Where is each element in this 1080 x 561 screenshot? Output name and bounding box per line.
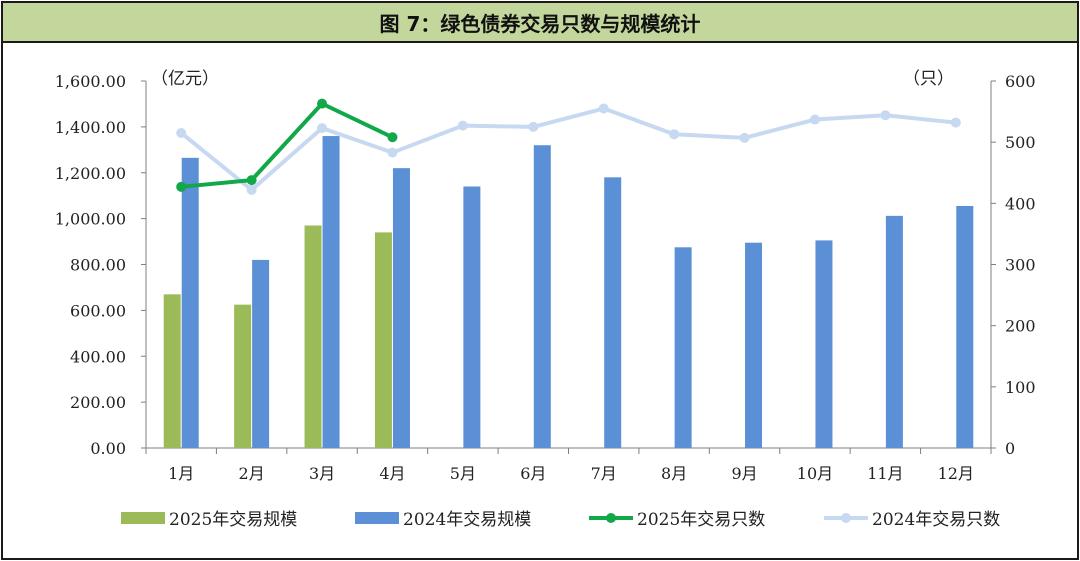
right-tick-label: 400 bbox=[1005, 194, 1036, 213]
right-tick-label: 300 bbox=[1005, 256, 1036, 275]
left-tick-label: 0.00 bbox=[90, 439, 126, 458]
point-2024-count bbox=[246, 184, 257, 195]
point-2024-count bbox=[739, 132, 750, 143]
x-tick-label: 12月 bbox=[938, 464, 974, 483]
point-2024-count bbox=[950, 117, 961, 128]
legend-label: 2025年交易只数 bbox=[637, 510, 765, 530]
left-tick-label: 800.00 bbox=[70, 256, 126, 275]
bar-2024-scale bbox=[815, 240, 833, 448]
point-2024-count bbox=[457, 120, 468, 131]
bar-2024-scale bbox=[181, 157, 199, 448]
point-2025-count bbox=[176, 181, 187, 192]
line-2025-count bbox=[181, 101, 394, 189]
point-2025-count bbox=[387, 132, 398, 143]
x-tick-label: 3月 bbox=[309, 464, 335, 483]
legend-marker bbox=[606, 513, 616, 523]
legend-label: 2025年交易规模 bbox=[169, 510, 297, 530]
x-tick-label: 10月 bbox=[797, 464, 833, 483]
bar-2025-scale bbox=[163, 294, 181, 448]
point-2024-count bbox=[669, 129, 680, 140]
x-tick-label: 4月 bbox=[379, 464, 405, 483]
legend-marker bbox=[841, 513, 851, 523]
left-tick-label: 1,200.00 bbox=[55, 164, 126, 183]
x-tick-label: 7月 bbox=[591, 464, 617, 483]
point-2024-count bbox=[809, 114, 820, 125]
chart-title: 图 7：绿色债券交易只数与规模统计 bbox=[3, 3, 1077, 43]
right-axis-unit: （只） bbox=[903, 69, 954, 89]
point-2024-count bbox=[880, 110, 891, 121]
left-tick-label: 200.00 bbox=[70, 393, 126, 412]
right-tick-label: 600 bbox=[1005, 72, 1036, 91]
left-axis-unit: （亿元） bbox=[151, 69, 219, 89]
point-2024-count bbox=[176, 127, 187, 138]
x-tick-label: 8月 bbox=[661, 464, 687, 483]
bar-2024-scale bbox=[674, 247, 692, 448]
bar-2024-scale bbox=[956, 206, 974, 448]
point-2024-count bbox=[528, 121, 539, 132]
legend-label: 2024年交易只数 bbox=[872, 510, 1000, 530]
left-tick-label: 600.00 bbox=[70, 301, 126, 320]
bar-2025-scale bbox=[374, 232, 392, 448]
bar-2024-scale bbox=[533, 145, 551, 448]
bar-2025-scale bbox=[304, 225, 322, 448]
point-2024-count bbox=[598, 103, 609, 114]
x-tick-label: 5月 bbox=[450, 464, 476, 483]
right-tick-label: 0 bbox=[1005, 439, 1015, 458]
left-tick-label: 1,000.00 bbox=[55, 210, 126, 229]
bar-2024-scale bbox=[463, 186, 481, 448]
line-2024-count bbox=[179, 106, 956, 192]
point-2025-count bbox=[317, 98, 328, 109]
chart-svg: 0.00 200.00 400.00 600.00 800.00 1,000.00 1,20… bbox=[55, 69, 1036, 530]
legend-swatch bbox=[121, 512, 165, 524]
bar-2024-scale bbox=[392, 168, 410, 448]
x-tick-label: 2月 bbox=[239, 464, 265, 483]
legend-swatch bbox=[355, 512, 399, 524]
point-2025-count bbox=[246, 175, 257, 186]
bar-2024-scale bbox=[745, 242, 763, 448]
bar-2024-scale bbox=[322, 136, 340, 449]
left-tick-label: 1,600.00 bbox=[55, 72, 126, 91]
point-2024-count bbox=[387, 147, 398, 158]
bar-2025-scale bbox=[234, 304, 252, 448]
legend-label: 2024年交易规模 bbox=[403, 510, 531, 530]
x-tick-label: 11月 bbox=[867, 464, 903, 483]
bar-2024-scale bbox=[885, 215, 903, 448]
bar-2024-scale bbox=[604, 177, 622, 448]
x-tick-label: 1月 bbox=[168, 464, 194, 483]
right-tick-label: 200 bbox=[1005, 317, 1036, 336]
x-tick-label: 6月 bbox=[520, 464, 546, 483]
bar-2024-scale bbox=[252, 259, 270, 448]
left-tick-label: 400.00 bbox=[70, 347, 126, 366]
right-tick-label: 100 bbox=[1005, 378, 1036, 397]
x-tick-label: 9月 bbox=[731, 464, 757, 483]
point-2024-count bbox=[317, 123, 328, 134]
left-tick-label: 1,400.00 bbox=[55, 118, 126, 137]
right-tick-label: 500 bbox=[1005, 133, 1036, 152]
